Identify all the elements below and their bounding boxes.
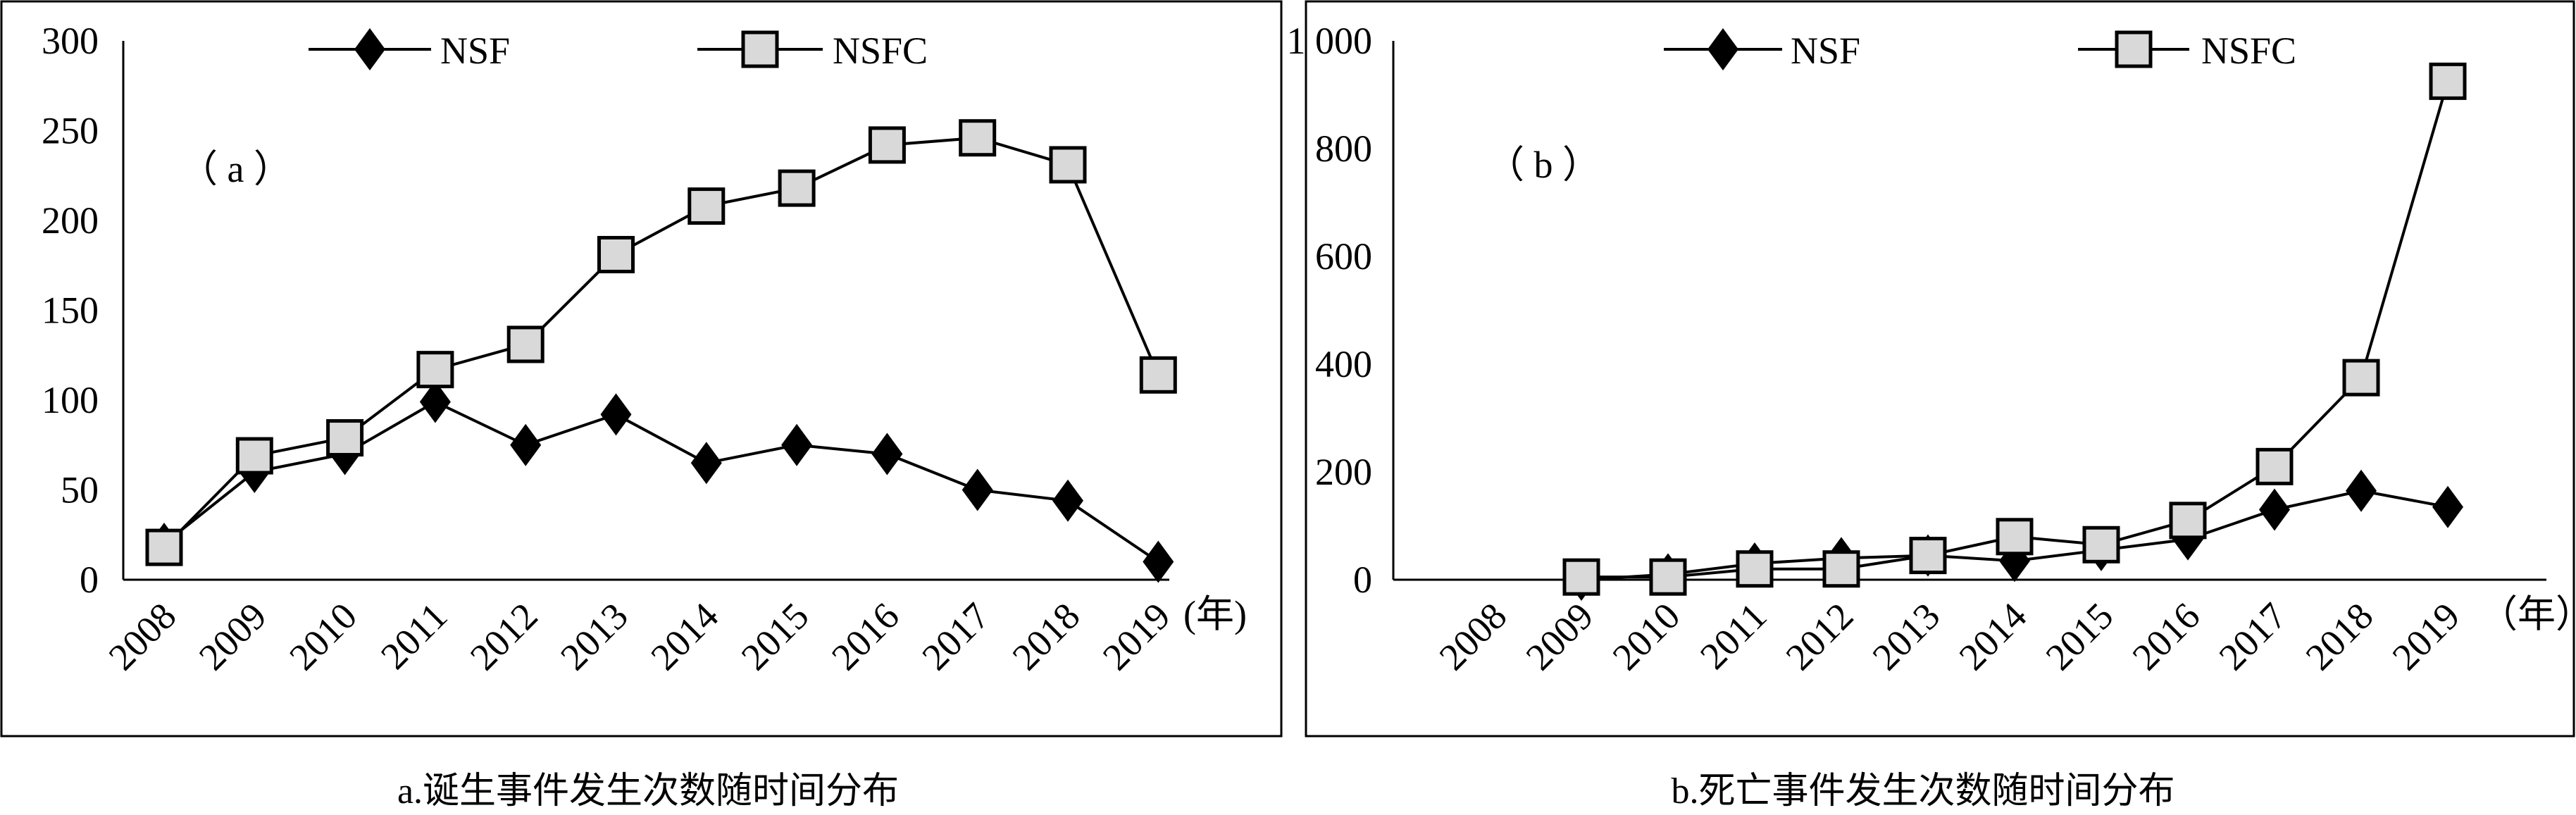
panel-a-border [0, 0, 1283, 738]
data-point-nsf [510, 423, 542, 466]
data-point-nsf [2432, 485, 2463, 528]
data-point-nsfc [1996, 518, 2034, 556]
data-point-nsfc [2169, 502, 2207, 540]
series-line-nsf [163, 400, 1159, 564]
x-tick-label: 2009 [191, 595, 275, 678]
y-tick-label: 200 [42, 199, 99, 242]
y-tick-label: 0 [80, 559, 99, 601]
data-point-nsfc [1562, 558, 1600, 596]
x-tick-label: 2013 [552, 595, 636, 678]
x-tick-label: 2010 [281, 595, 365, 678]
data-point-nsfc [2429, 62, 2467, 100]
x-tick-label: 2017 [914, 595, 997, 678]
series-line-nsfc [163, 136, 1160, 549]
x-tick-label: 2018 [2298, 595, 2382, 678]
data-point-nsfc [2255, 447, 2294, 485]
data-point-nsf [690, 442, 722, 485]
x-tick-label: 2009 [1518, 595, 1602, 678]
data-point-nsfc [235, 437, 273, 475]
x-tick-label: 2010 [1605, 595, 1688, 678]
data-point-nsfc [1909, 537, 1947, 575]
data-point-nsfc [868, 126, 906, 164]
y-tick-label: 400 [1315, 343, 1372, 385]
data-point-nsfc [687, 187, 726, 225]
data-point-nsfc [2342, 359, 2380, 397]
x-tick-label: 2012 [1778, 595, 1862, 678]
x-tick-label: 2013 [1865, 595, 1948, 678]
legend-marker-nsf [1707, 28, 1738, 70]
data-point-nsfc [2082, 525, 2120, 564]
data-point-nsf [2346, 469, 2377, 512]
x-tick-label: 2016 [2124, 595, 2208, 678]
data-point-nsfc [959, 119, 997, 157]
data-point-nsfc [597, 235, 635, 273]
legend-label: NSF [1791, 30, 1860, 72]
x-unit-label: （年） [2479, 593, 2576, 635]
panel-label: （ a ） [180, 148, 292, 190]
x-tick-label: 2014 [1951, 595, 2035, 678]
y-tick-label: 250 [42, 110, 99, 152]
y-tick-label: 800 [1315, 127, 1372, 170]
legend-marker-nsfc [2115, 30, 2153, 68]
data-point-nsf [600, 393, 632, 436]
legend-marker-nsf [354, 28, 385, 70]
data-point-nsf [871, 433, 903, 475]
legend-marker-nsfc [741, 30, 779, 68]
y-tick-label: 100 [42, 379, 99, 421]
caption-a: a.诞生事件发生次数随时间分布 [397, 771, 899, 811]
y-tick-label: 1 000 [1287, 20, 1373, 62]
x-tick-label: 2012 [462, 595, 546, 678]
data-point-nsfc [326, 419, 364, 457]
x-tick-label: 2015 [2038, 595, 2122, 678]
data-point-nsf [1143, 540, 1174, 583]
y-tick-label: 600 [1315, 235, 1372, 278]
data-point-nsfc [416, 351, 454, 389]
y-tick-label: 200 [1315, 451, 1372, 493]
data-point-nsfc [506, 325, 545, 363]
x-tick-label: 2018 [1004, 595, 1088, 678]
data-point-nsfc [1649, 558, 1687, 596]
y-tick-label: 50 [61, 469, 99, 511]
x-tick-label: 2019 [2384, 595, 2468, 678]
caption-b: b.死亡事件发生次数随时间分布 [1671, 771, 2174, 811]
x-tick-label: 2008 [1431, 595, 1515, 678]
data-point-nsf [962, 468, 993, 511]
x-tick-label: 2008 [101, 595, 185, 678]
data-point-nsfc [1049, 146, 1087, 184]
y-tick-label: 150 [42, 290, 99, 332]
x-tick-label: 2011 [1692, 595, 1774, 677]
panel-b-border [1305, 0, 2575, 738]
data-point-nsf [781, 423, 813, 466]
panel-label: （ b ） [1486, 144, 1600, 186]
series-line-nsfc [1581, 80, 2449, 579]
data-point-nsfc [145, 528, 183, 566]
data-point-nsf [2259, 488, 2290, 531]
legend-label: NSF [440, 30, 510, 72]
x-tick-label: 2015 [733, 595, 817, 678]
data-point-nsf [1052, 479, 1083, 522]
x-tick-label: 2011 [373, 595, 455, 677]
x-tick-label: 2017 [2211, 595, 2295, 678]
data-point-nsf [419, 380, 451, 423]
data-point-nsfc [1736, 550, 1774, 588]
y-tick-label: 300 [42, 20, 99, 62]
legend-label: NSFC [833, 30, 928, 72]
data-point-nsfc [1139, 356, 1177, 394]
x-tick-label: 2019 [1095, 595, 1178, 678]
legend-label: NSFC [2201, 30, 2296, 72]
data-point-nsfc [1822, 550, 1860, 588]
x-tick-label: 2014 [642, 595, 726, 678]
x-tick-label: 2016 [823, 595, 907, 678]
y-tick-label: 0 [1353, 559, 1372, 601]
x-unit-label: (年) [1183, 593, 1247, 635]
data-point-nsfc [778, 169, 816, 207]
